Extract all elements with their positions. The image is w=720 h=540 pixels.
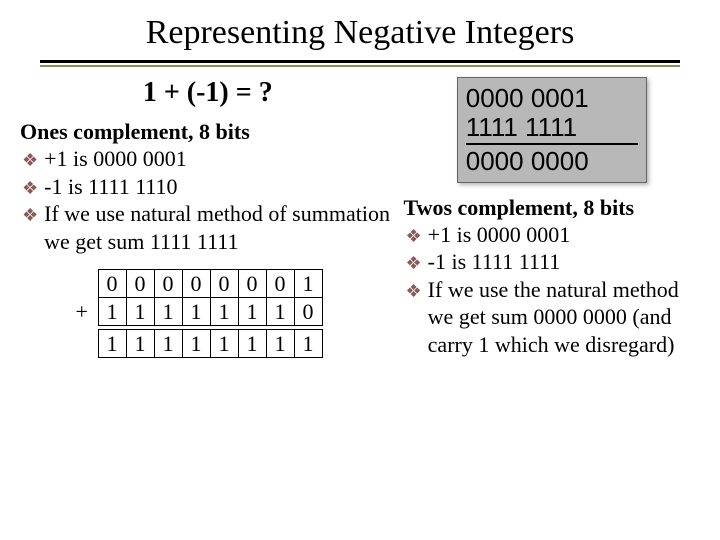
table-row: 1 1 1 1 1 1 1 1 — [70, 330, 322, 358]
ones-bullet-2-text: -1 is 1111 1110 — [44, 173, 177, 201]
twos-heading: Twos complement, 8 bits — [404, 195, 700, 221]
bit-cell: 1 — [266, 298, 294, 326]
diamond-icon: ❖ — [22, 177, 38, 200]
diamond-icon: ❖ — [22, 204, 38, 227]
ones-bullet-3-text: If we use natural method of summation we… — [44, 200, 395, 255]
bit-cell: 1 — [210, 298, 238, 326]
result-operand-1: 0000 0001 — [466, 84, 638, 113]
sum-rule-row — [70, 358, 322, 362]
bit-cell: 1 — [238, 298, 266, 326]
table-row: 0 0 0 0 0 0 0 1 — [70, 270, 322, 298]
ones-bullet-1: ❖ +1 is 0000 0001 — [22, 145, 396, 173]
bit-cell: 1 — [126, 330, 154, 358]
bit-cell: 1 — [154, 298, 182, 326]
right-column: 0000 0001 1111 1111 0000 0000 Twos compl… — [404, 77, 700, 362]
twos-bullet-3-text: If we use the natural method we get sum … — [428, 276, 700, 359]
columns: 1 + (-1) = ? Ones complement, 8 bits ❖ +1… — [0, 67, 720, 362]
ones-bullets: ❖ +1 is 0000 0001 ❖ -1 is 1111 1110 ❖ If we… — [20, 145, 396, 255]
twos-bullets: ❖ +1 is 0000 0001 ❖ -1 is 1111 1111 ❖ If we… — [404, 221, 700, 359]
equation-subheading: 1 + (-1) = ? — [20, 77, 396, 109]
bit-cell: 1 — [182, 330, 210, 358]
plus-cell: + — [70, 298, 98, 326]
bit-cell: 0 — [294, 298, 322, 326]
diamond-icon: ❖ — [22, 149, 38, 172]
bit-cell: 1 — [126, 298, 154, 326]
bit-cell: 0 — [182, 270, 210, 298]
bit-cell: 1 — [210, 330, 238, 358]
twos-bullet-1-text: +1 is 0000 0001 — [428, 221, 571, 249]
ones-bullet-2: ❖ -1 is 1111 1110 — [22, 173, 396, 201]
result-rule — [466, 143, 638, 145]
result-sum: 0000 0000 — [466, 147, 638, 176]
rule-black — [40, 60, 680, 63]
bit-cell: 1 — [238, 330, 266, 358]
twos-result-box: 0000 0001 1111 1111 0000 0000 — [457, 77, 647, 183]
bit-cell: 1 — [98, 330, 126, 358]
bit-cell: 0 — [98, 270, 126, 298]
title-rules — [0, 52, 720, 67]
bit-cell: 0 — [154, 270, 182, 298]
result-operand-2: 1111 1111 — [466, 113, 638, 142]
diamond-icon: ❖ — [406, 252, 422, 275]
bit-cell: 1 — [266, 330, 294, 358]
diamond-icon: ❖ — [406, 225, 422, 248]
ones-heading: Ones complement, 8 bits — [20, 119, 396, 145]
bit-cell: 0 — [126, 270, 154, 298]
bit-cell: 0 — [238, 270, 266, 298]
bit-cell: 0 — [266, 270, 294, 298]
bit-cell: 1 — [294, 330, 322, 358]
ones-bullet-3: ❖ If we use natural method of summation w… — [22, 200, 396, 255]
bit-cell: 1 — [294, 270, 322, 298]
bit-cell: 1 — [182, 298, 210, 326]
page-title: Representing Negative Integers — [0, 0, 720, 52]
twos-bullet-2-text: -1 is 1111 1111 — [428, 248, 561, 276]
table-row: + 1 1 1 1 1 1 1 0 — [70, 298, 322, 326]
bit-cell: 1 — [98, 298, 126, 326]
twos-bullet-3: ❖ If we use the natural method we get sum… — [406, 276, 700, 359]
plus-cell-empty — [70, 270, 98, 298]
diamond-icon: ❖ — [406, 280, 422, 303]
plus-cell-empty — [70, 330, 98, 358]
twos-bullet-1: ❖ +1 is 0000 0001 — [406, 221, 700, 249]
ones-bullet-1-text: +1 is 0000 0001 — [44, 145, 187, 173]
twos-bullet-2: ❖ -1 is 1111 1111 — [406, 248, 700, 276]
left-column: 1 + (-1) = ? Ones complement, 8 bits ❖ +1… — [20, 77, 396, 362]
ones-addition-table: 0 0 0 0 0 0 0 1 + 1 1 1 1 1 1 1 0 — [70, 269, 323, 362]
bit-cell: 0 — [210, 270, 238, 298]
bit-cell: 1 — [154, 330, 182, 358]
